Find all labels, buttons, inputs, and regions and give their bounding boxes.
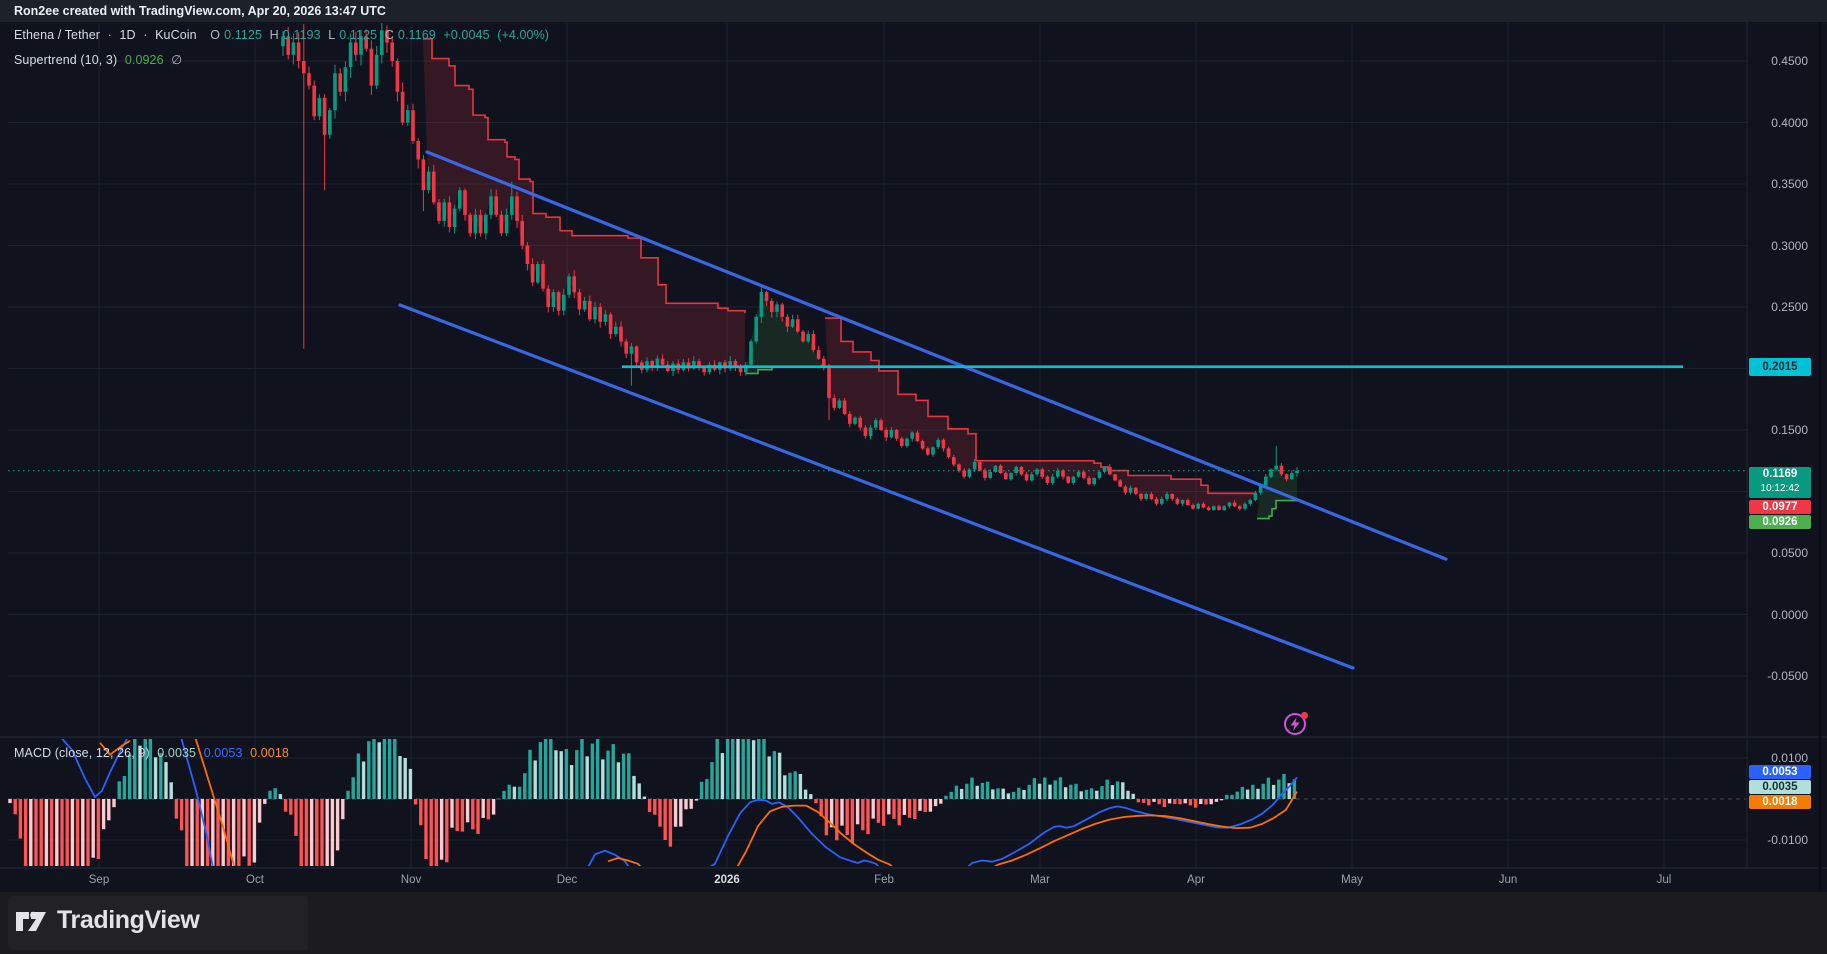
macd-tick--0.0100[interactable]: -0.0100 <box>1767 833 1808 847</box>
price-tick--0.0500[interactable]: -0.0500 <box>1767 669 1808 683</box>
macd-hist-value: 0.0035 <box>157 746 197 760</box>
high-value: 0.1193 <box>282 28 321 42</box>
footer-bar: TradingView <box>0 892 1827 954</box>
tradingview-logo-text: TradingView <box>57 906 200 934</box>
exchange-label: KuCoin <box>155 28 197 42</box>
notification-dot <box>1300 711 1309 720</box>
price-tick-0.0000[interactable]: 0.0000 <box>1771 607 1808 622</box>
snapshot-title: Ron2ee created with TradingView.com, Apr… <box>14 4 386 18</box>
time-tick-May[interactable]: May <box>1341 874 1363 886</box>
change-percent: (+4.00%) <box>497 28 550 42</box>
footer-logo-backdrop <box>8 896 308 950</box>
macd-line-value: 0.0053 <box>203 746 243 760</box>
open-label: O <box>210 28 221 42</box>
supertrend-value: 0.0926 <box>124 53 164 67</box>
macd-signal-value: 0.0018 <box>250 746 289 760</box>
price-tick-0.0500[interactable]: 0.0500 <box>1771 546 1808 560</box>
symbol-name[interactable]: Ethena / Tether <box>14 28 101 42</box>
time-tick-Feb[interactable]: Feb <box>874 874 894 886</box>
price-label-0.2015: 0.2015 <box>1749 358 1811 376</box>
macd-label-0.0053: 0.0053 <box>1749 765 1811 779</box>
price-label-0.0977: 0.0977 <box>1749 500 1811 514</box>
macd-tick-0.0100[interactable]: 0.0100 <box>1771 751 1808 765</box>
price-tick-0.4500[interactable]: 0.4500 <box>1771 54 1808 68</box>
open-value: 0.1125 <box>224 28 263 42</box>
macd-title[interactable]: MACD (close, 12, 26, 9) <box>14 746 150 760</box>
chart-plot[interactable] <box>0 22 1827 892</box>
macd-label-0.0035: 0.0035 <box>1749 780 1811 794</box>
hide-indicator-icon[interactable]: ∅ <box>171 53 183 67</box>
tradingview-logo[interactable]: TradingView <box>14 906 200 935</box>
change-value: +0.0045 <box>443 28 490 42</box>
macd-label-0.0018: 0.0018 <box>1749 795 1811 809</box>
supertrend-title[interactable]: Supertrend (10, 3) <box>14 53 118 67</box>
close-label: C <box>384 28 394 42</box>
time-tick-Apr[interactable]: Apr <box>1187 874 1205 886</box>
time-tick-Jun[interactable]: Jun <box>1498 874 1518 886</box>
trendline-lower[interactable] <box>398 303 1355 670</box>
price-tick-0.2500[interactable]: 0.2500 <box>1771 300 1808 314</box>
price-label-0.1169: 0.1169 10:12:42 <box>1749 467 1811 498</box>
price-tick-0.3500[interactable]: 0.3500 <box>1771 177 1808 191</box>
interval-label[interactable]: 1D <box>119 28 136 42</box>
tradingview-logo-icon <box>16 911 46 931</box>
time-tick-Dec[interactable]: Dec <box>556 874 578 886</box>
price-tick-0.4000[interactable]: 0.4000 <box>1771 115 1808 130</box>
close-value: 0.1169 <box>397 28 436 42</box>
supertrend-legend[interactable]: Supertrend (10, 3) 0.0926 ∅ <box>14 52 186 67</box>
time-tick-Sep[interactable]: Sep <box>88 874 110 886</box>
low-label: L <box>328 28 336 42</box>
time-tick-Jul[interactable]: Jul <box>1656 874 1672 886</box>
snapshot-header: Ron2ee created with TradingView.com, Apr… <box>0 0 1827 22</box>
price-tick-0.3000[interactable]: 0.3000 <box>1771 238 1808 253</box>
time-tick-2026[interactable]: 2026 <box>714 874 740 886</box>
time-tick-Mar[interactable]: Mar <box>1030 874 1050 886</box>
macd-pane <box>8 739 1747 866</box>
price-label-0.0926: 0.0926 <box>1749 515 1811 529</box>
flash-publish-icon[interactable] <box>1282 709 1310 737</box>
time-tick-Nov[interactable]: Nov <box>400 874 422 886</box>
price-tick-0.1500[interactable]: 0.1500 <box>1771 423 1808 437</box>
macd-legend[interactable]: MACD (close, 12, 26, 9) 0.0035 0.0053 0.… <box>14 746 293 760</box>
low-value: 0.1125 <box>339 28 378 42</box>
high-label: H <box>269 28 279 42</box>
time-tick-Oct[interactable]: Oct <box>246 874 264 886</box>
trendline-upper[interactable] <box>425 150 1448 561</box>
